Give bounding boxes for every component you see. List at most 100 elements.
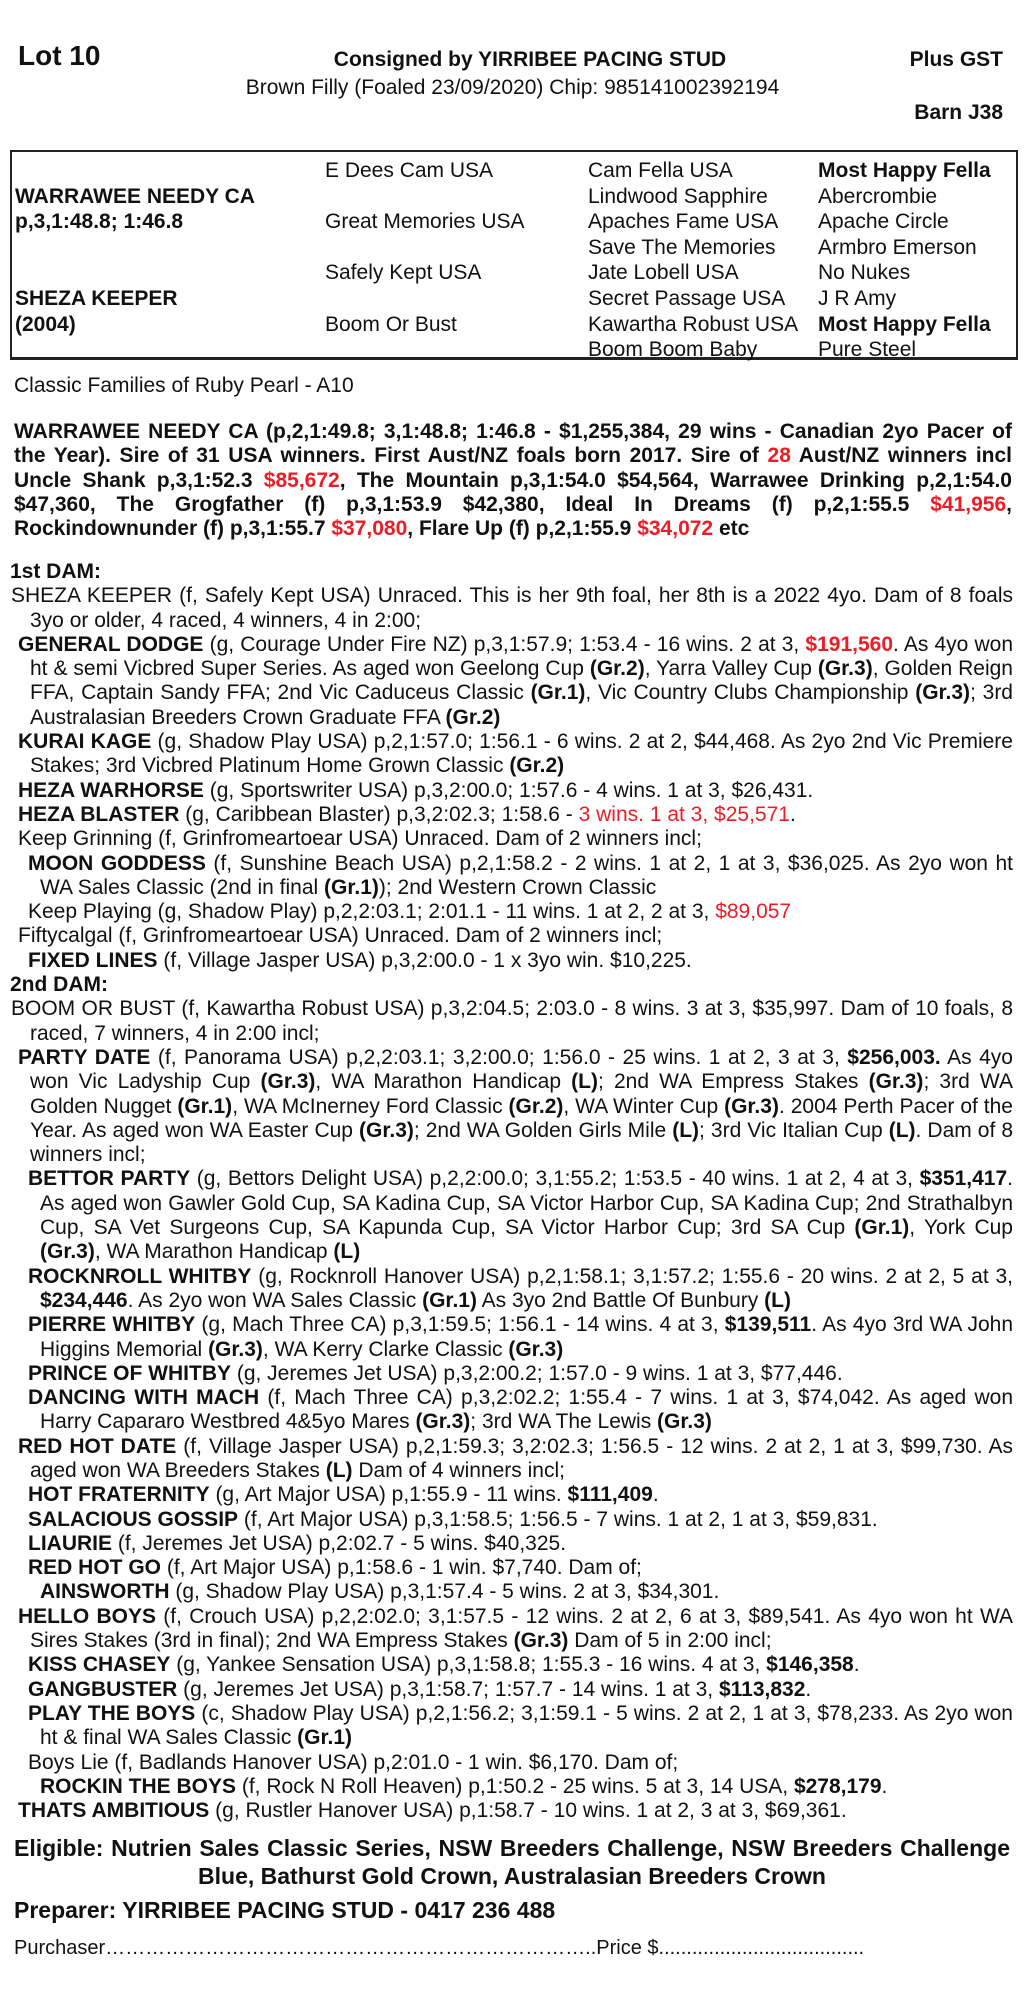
bold-text: $191,560: [805, 632, 893, 656]
text: , WA McInerney Ford Classic: [232, 1094, 509, 1118]
pedigree-entry: KISS CHASEY (g, Yankee Sensation USA) p,…: [0, 1653, 1013, 1677]
pedigree-entry: Keep Playing (g, Shadow Play) p,2,2:03.1…: [0, 900, 1013, 924]
bold-text: (Gr.2): [445, 705, 501, 729]
bold-text: RED HOT DATE: [18, 1434, 177, 1458]
bold-text: LIAURIE: [28, 1531, 112, 1555]
bold-text: (Gr.3): [260, 1070, 316, 1094]
text: (g, Bettors Delight USA) p,2,2:00.0; 3,1…: [190, 1167, 920, 1191]
highlight-text: $41,956: [930, 492, 1007, 516]
highlight-text: $34,072: [637, 517, 714, 541]
horse-description: Brown Filly (Foaled 23/09/2020) Chip: 98…: [245, 76, 780, 99]
text: (g, Rustler Hanover USA) p,1:58.7 - 10 w…: [209, 1799, 847, 1823]
text: Dam of 4 winners incl;: [352, 1458, 565, 1482]
family-line: Classic Families of Ruby Pearl - A10: [14, 374, 354, 397]
pedigree-entry: PLAY THE BOYS (c, Shadow Play USA) p,2,1…: [0, 1702, 1013, 1751]
gst-note: Plus GST: [909, 48, 1003, 71]
bold-text: HEZA BLASTER: [18, 802, 180, 826]
pedigree-col-grandparents: E Dees Cam USA Great Memories USA Safely K…: [325, 158, 525, 363]
bold-text: (L): [672, 1118, 700, 1142]
bold-text: (Gr.2): [589, 657, 645, 681]
text: , The Mountain p,3,1:54.0 $54,564, Warra…: [14, 468, 1012, 516]
text: (f, Sunshine Beach USA) p,2,1:58.2 - 2 w…: [40, 851, 1013, 899]
text: (f, Mach Three CA) p,3,2:02.2; 1:55.4 - …: [40, 1386, 1013, 1434]
pedigree-entry: AINSWORTH (g, Shadow Play USA) p,3,1:57.…: [0, 1580, 1013, 1604]
text: ; 3rd Vic Italian Cup: [699, 1118, 889, 1142]
bold-text: (Gr.3): [724, 1094, 779, 1118]
text: , York Cup: [909, 1216, 1013, 1240]
pedigree-cell: WARRAWEE NEEDY CA: [15, 184, 255, 208]
bold-text: (Gr.2): [508, 1094, 564, 1118]
bold-text: $111,409: [567, 1483, 653, 1507]
text: Fiftycalgal (f, Grinfromeartoear USA) Un…: [18, 924, 663, 948]
pedigree-table: WARRAWEE NEEDY CA p,3,1:48.8; 1:46.8 SHEZA…: [10, 150, 1018, 363]
pedigree-cell: Most Happy Fella: [818, 159, 991, 182]
text: (f, Art Major USA) p,3,1:58.5; 1:56.5 - …: [238, 1507, 878, 1531]
text: WARRAWEE NEEDY CA (p,2,1:49.8; 3,1:48.8;…: [14, 420, 1012, 468]
text: .: [881, 1774, 888, 1798]
dam-heading: 1st DAM:: [10, 560, 102, 583]
pedigree-cell: p,3,1:48.8; 1:46.8: [15, 210, 184, 234]
pedigree-cell: [15, 235, 255, 261]
text: . 2004 Perth Pacer of the Year. As aged …: [30, 1094, 1013, 1142]
bold-text: PARTY DATE: [18, 1045, 151, 1069]
bold-text: $146,358: [766, 1653, 854, 1677]
bold-text: HOT FRATERNITY: [28, 1483, 210, 1507]
dam-heading: 2nd DAM:: [10, 973, 108, 997]
pedigree-cell: Kawartha Robust USA: [588, 312, 799, 336]
pedigree-entry: PIERRE WHITBY (g, Mach Three CA) p,3,1:5…: [0, 1313, 1013, 1362]
consignor: Consigned by YIRRIBEE PACING STUD: [333, 48, 727, 71]
pedigree-cell: [15, 260, 255, 286]
bold-text: ROCKNROLL WHITBY: [28, 1264, 252, 1288]
pedigree-entry: THATS AMBITIOUS (g, Rustler Hanover USA)…: [0, 1799, 1013, 1823]
bold-text: THATS AMBITIOUS: [18, 1799, 210, 1823]
bold-text: (Gr.3): [915, 681, 971, 705]
pedigree-cell: Most Happy Fella: [818, 312, 991, 336]
bold-text: (Gr.3): [817, 657, 873, 681]
bold-text: $139,511: [724, 1313, 812, 1337]
pedigree-cell: Jate Lobell USA: [588, 261, 739, 285]
text: Keep Playing (g, Shadow Play) p,2,2:03.1…: [28, 900, 716, 924]
text: (g, Art Major USA) p,1:55.9 - 11 wins.: [209, 1483, 568, 1507]
pedigree-col-great-great-grandparents: Most Happy Fella Abercrombie Apache Circle…: [818, 158, 991, 363]
text: ; 3rd WA The Lewis: [470, 1410, 658, 1434]
bold-text: (Gr.1): [324, 875, 379, 899]
text: Aust/NZ winners incl Uncle Shank p,3,1:5…: [14, 444, 1013, 492]
text: (g, Jeremes Jet USA) p,3,1:58.7; 1:57.7 …: [177, 1677, 719, 1701]
highlight-text: 28: [767, 444, 791, 468]
text: . As 4yo won ht & semi Vicbred Super Ser…: [30, 632, 1013, 681]
text: (f, Jeremes Jet USA) p,2:02.7 - 5 wins. …: [112, 1531, 567, 1555]
text: (f, Village Jasper USA) p,2,1:59.3; 3,2:…: [30, 1434, 1013, 1482]
bold-text: (Gr.3): [208, 1337, 263, 1361]
text: As 4yo won Vic Ladyship Cup: [30, 1045, 1013, 1094]
text: ; 3rd WA Golden Nugget: [30, 1070, 1013, 1118]
eligibility: Eligible: Nutrien Sales Classic Series, …: [14, 1835, 1010, 1889]
sire-paragraph: WARRAWEE NEEDY CA (p,2,1:49.8; 3,1:48.8;…: [14, 420, 1012, 541]
bold-text: (Gr.3): [508, 1337, 564, 1361]
pedigree-entry: HELLO BOYS (f, Crouch USA) p,2,2:02.0; 3…: [0, 1605, 1013, 1654]
pedigree-entry: SHEZA KEEPER (f, Safely Kept USA) Unrace…: [0, 584, 1013, 633]
bold-text: FIXED LINES: [28, 948, 158, 972]
text: , Golden Reign FFA, Captain Sandy FFA; 2…: [30, 657, 1013, 705]
highlight-text: $85,672: [263, 468, 340, 492]
pedigree-cell: [325, 184, 525, 210]
text: .: [789, 802, 796, 826]
text: As 3yo 2nd Battle Of Bunbury: [476, 1288, 765, 1312]
text: (g, Yankee Sensation USA) p,3,1:58.8; 1:…: [170, 1653, 767, 1677]
pedigree-cell: [15, 158, 255, 184]
bold-text: HEZA WARHORSE: [18, 778, 204, 802]
text: (g, Shadow Play USA) p,3,1:57.4 - 5 wins…: [169, 1580, 720, 1604]
pedigree-entry: GENERAL DODGE (g, Courage Under Fire NZ)…: [0, 633, 1013, 730]
pedigree-entry: MOON GODDESS (f, Sunshine Beach USA) p,2…: [0, 852, 1013, 901]
text: (f, Art Major USA) p,1:58.6 - 1 win. $7,…: [161, 1556, 642, 1580]
pedigree-entry: HEZA BLASTER (g, Caribbean Blaster) p,3,…: [0, 803, 1013, 827]
bold-text: $113,832: [718, 1677, 806, 1701]
bold-text: $256,003.: [847, 1045, 941, 1069]
text: Boys Lie (f, Badlands Hanover USA) p,2:0…: [28, 1750, 679, 1774]
text: ; 3rd Australasian Breeders Crown Gradua…: [30, 681, 1013, 729]
pedigree-cell: (2004): [15, 312, 76, 336]
bold-text: (Gr.1): [854, 1216, 910, 1240]
pedigree-cell: [325, 337, 525, 363]
text: (g, Jeremes Jet USA) p,3,2:00.2; 1:57.0 …: [231, 1361, 843, 1385]
pedigree-entry: KURAI KAGE (g, Shadow Play USA) p,2,1:57…: [0, 730, 1013, 779]
bold-text: (Gr.3): [657, 1410, 712, 1434]
